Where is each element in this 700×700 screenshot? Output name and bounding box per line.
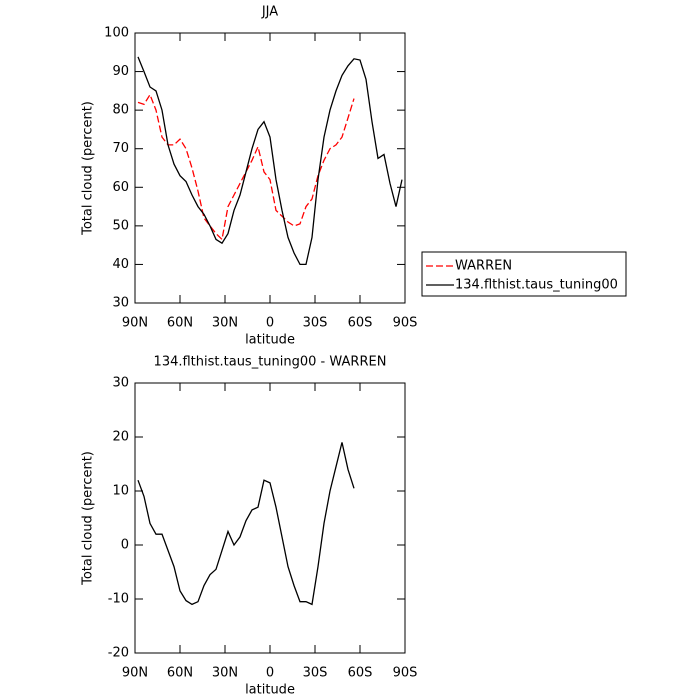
chart-title: JJA xyxy=(261,5,278,20)
x-tick-label: 60N xyxy=(167,316,193,331)
x-tick-label: 90N xyxy=(122,316,148,331)
x-tick-label: 60N xyxy=(167,666,193,681)
x-tick-label: 90N xyxy=(122,666,148,681)
y-tick-label: 80 xyxy=(112,103,129,118)
y-axis-label: Total cloud (percent) xyxy=(81,101,96,236)
x-tick-label: 30S xyxy=(303,316,328,331)
y-tick-label: 90 xyxy=(112,64,129,79)
x-axis-label: latitude xyxy=(245,333,295,348)
y-tick-label: 50 xyxy=(112,218,129,233)
x-tick-label: 30N xyxy=(212,316,238,331)
legend-label: WARREN xyxy=(455,259,512,274)
y-axis-label: Total cloud (percent) xyxy=(81,451,96,586)
y-tick-label: 10 xyxy=(112,484,129,499)
plot-frame xyxy=(134,382,406,654)
x-tick-label: 30S xyxy=(303,666,328,681)
x-tick-label: 30N xyxy=(212,666,238,681)
y-tick-label: -20 xyxy=(108,646,129,661)
chart-title: 134.flthist.taus_tuning00 - WARREN xyxy=(154,355,387,370)
y-tick-label: 20 xyxy=(112,430,129,445)
x-tick-label: 0 xyxy=(266,316,274,331)
y-tick-label: -10 xyxy=(108,592,129,607)
series-line xyxy=(137,56,403,266)
x-tick-label: 60S xyxy=(348,666,373,681)
y-tick-label: 30 xyxy=(112,296,129,311)
y-tick-label: 60 xyxy=(112,180,129,195)
x-tick-label: 0 xyxy=(266,666,274,681)
y-tick-label: 70 xyxy=(112,141,129,156)
series-line xyxy=(137,442,355,606)
x-tick-label: 60S xyxy=(348,316,373,331)
y-tick-label: 40 xyxy=(112,257,129,272)
x-tick-label: 90S xyxy=(393,316,418,331)
series-line xyxy=(137,93,355,241)
legend-label: 134.flthist.taus_tuning00 xyxy=(455,278,618,293)
y-tick-label: 100 xyxy=(104,26,129,41)
legend-box xyxy=(421,251,627,297)
y-tick-label: 0 xyxy=(121,538,129,553)
x-axis-label: latitude xyxy=(245,683,295,698)
x-tick-label: 90S xyxy=(393,666,418,681)
y-tick-label: 30 xyxy=(112,376,129,391)
